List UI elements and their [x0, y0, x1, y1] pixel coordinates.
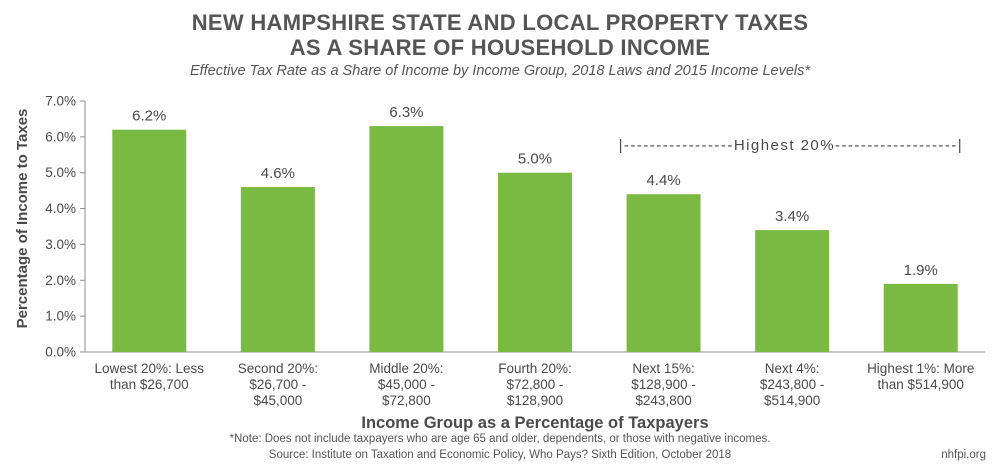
- footnote: *Note: Does not include taxpayers who ar…: [229, 433, 771, 445]
- x-tick-label-line: Next 4%:: [765, 361, 820, 376]
- x-tick-label-line: $72,800 -: [506, 377, 563, 392]
- x-tick-label-line: Highest 1%: More: [867, 361, 974, 376]
- bar: [112, 129, 187, 352]
- bar-value-label: 6.3%: [389, 104, 423, 121]
- bar-value-label: 1.9%: [904, 262, 938, 279]
- bar: [369, 126, 444, 352]
- bar: [240, 187, 315, 352]
- x-tick-label-line: $128,900 -: [631, 377, 696, 392]
- bar: [883, 283, 958, 352]
- bar: [626, 194, 701, 352]
- x-tick-label-line: $243,800 -: [760, 377, 825, 392]
- x-tick-label-line: $45,000 -: [378, 377, 435, 392]
- x-tick-label: Next 4%: $243,800 -$514,900: [760, 361, 825, 408]
- x-tick-label-line: $128,900: [507, 393, 563, 408]
- x-tick-label: Lowest 20%: Less than $26,700: [95, 361, 205, 392]
- y-tick-label: 3.0%: [45, 237, 76, 252]
- bar: [755, 230, 830, 352]
- y-tick-label: 5.0%: [45, 165, 76, 180]
- y-tick-label: 7.0%: [45, 94, 76, 109]
- chart-subtitle: Effective Tax Rate as a Share of Income …: [189, 63, 811, 79]
- x-tick-label: Fourth 20%: $72,800 -$128,900: [498, 361, 572, 408]
- bar-value-label: 6.2%: [132, 108, 166, 125]
- bar: [498, 172, 572, 352]
- highest-20-annotation: |-----------------Highest 20%-----------…: [619, 137, 962, 154]
- x-tick-label-line: $26,700 -: [249, 377, 306, 392]
- x-tick-label-line: $514,900: [764, 393, 820, 408]
- x-axis-title: Income Group as a Percentage of Taxpayer…: [361, 414, 708, 432]
- x-tick-label: Next 15%: $128,900 -$243,800: [631, 361, 696, 408]
- x-tick-label-line: $243,800: [635, 393, 691, 408]
- y-tick-label: 2.0%: [45, 273, 76, 288]
- x-tick-label: Highest 1%: More than $514,900: [867, 361, 974, 392]
- credit: nhfpi.org: [941, 449, 986, 461]
- y-tick-label: 1.0%: [45, 309, 76, 324]
- source-note: Source: Institute on Taxation and Econom…: [268, 449, 732, 461]
- x-tick-label-line: $72,800: [382, 393, 431, 408]
- bar-value-label: 5.0%: [518, 151, 552, 168]
- x-tick-label: Second 20%: $26,700 -$45,000: [238, 361, 318, 408]
- y-axis-title: Percentage of Income to Taxes: [14, 109, 31, 329]
- x-tick-label-line: than $514,900: [878, 377, 964, 392]
- x-tick-label-line: Lowest 20%: Less: [95, 361, 205, 376]
- bar-value-label: 3.4%: [775, 208, 809, 225]
- y-tick-label: 6.0%: [45, 129, 76, 144]
- bar-value-label: 4.6%: [261, 165, 295, 182]
- x-tick-label: Middle 20%: $45,000 -$72,800: [369, 361, 443, 408]
- x-tick-label-line: Fourth 20%:: [498, 361, 572, 376]
- x-tick-label-line: Next 15%:: [632, 361, 694, 376]
- chart-title-line-1: NEW HAMPSHIRE STATE AND LOCAL PROPERTY T…: [191, 10, 809, 35]
- x-tick-label-line: $45,000: [253, 393, 302, 408]
- y-tick-label: 4.0%: [45, 201, 76, 216]
- x-tick-label-line: Second 20%:: [238, 361, 318, 376]
- x-tick-label-line: than $26,700: [110, 377, 189, 392]
- y-tick-label: 0.0%: [45, 345, 76, 360]
- x-tick-label-line: Middle 20%:: [369, 361, 443, 376]
- bar-value-label: 4.4%: [646, 172, 680, 189]
- chart-title-line-2: AS A SHARE OF HOUSEHOLD INCOME: [289, 35, 711, 60]
